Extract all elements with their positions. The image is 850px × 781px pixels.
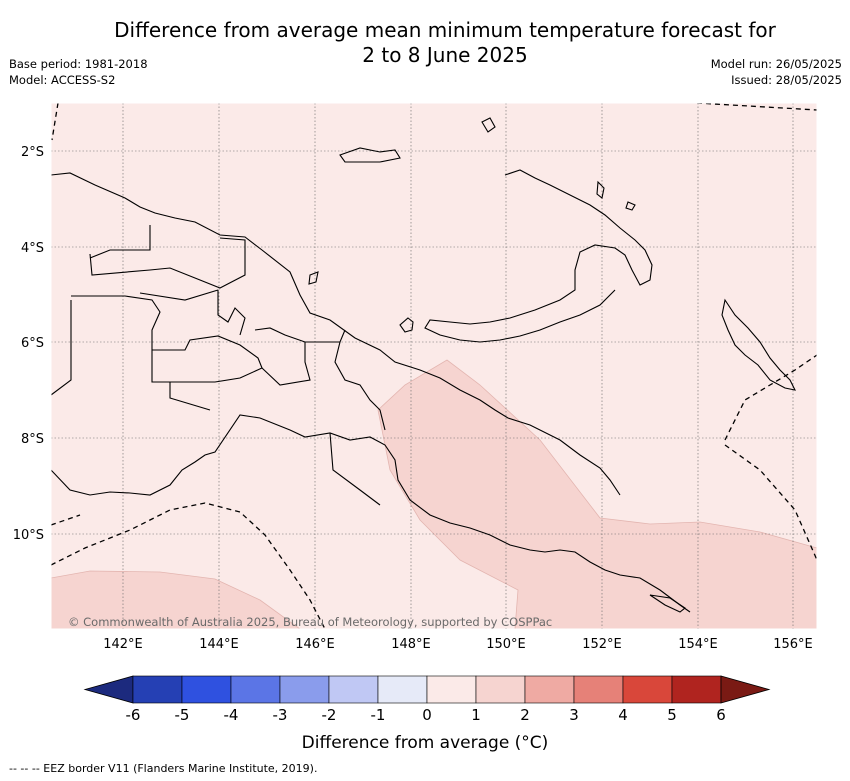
lon-label: 154°E [678,637,718,652]
lon-label: 146°E [295,637,335,652]
colorbar-tick-label: -1 [371,706,386,724]
colorbar-extend-high [720,675,771,704]
model-run: Model run: 26/05/2025 [710,57,842,71]
gridlines [51,103,817,629]
colorbar-swatch [622,675,673,704]
colorbar-tick-label: 2 [520,706,530,724]
issued-date: Issued: 28/05/2025 [731,73,842,87]
colorbar-tick-label: 4 [618,706,628,724]
colorbar-tick-label: 3 [569,706,579,724]
lat-label: 6°S [21,336,44,351]
colorbar-swatch [328,675,379,704]
colorbar-extend-low [83,675,134,704]
eez-borders [51,103,817,629]
lon-label: 148°E [391,637,431,652]
colorbar: -6 -5 -4 -3 -2 -1 0 1 2 3 4 5 6 [83,675,771,724]
lat-label: 8°S [21,432,44,447]
colorbar-swatch [671,675,722,704]
lat-axis-labels: 2°S 4°S 6°S 8°S 10°S [13,145,44,543]
footnote: -- -- -- EEZ border V11 (Flanders Marine… [9,762,318,775]
colorbar-swatch [230,675,281,704]
lon-label: 152°E [582,637,622,652]
anomaly-region-east [377,359,817,629]
provincial-borders [51,225,386,506]
lon-axis-labels: 142°E 144°E 146°E 148°E 150°E 152°E 154°… [103,637,813,652]
colorbar-title: Difference from average (°C) [301,733,549,753]
colorbar-swatch [181,675,232,704]
colorbar-tick-label: 1 [471,706,481,724]
lon-label: 156°E [773,637,813,652]
anomaly-region-southwest [51,570,301,629]
map-panel [50,102,818,630]
colorbar-swatch [377,675,428,704]
colorbar-tick-label: -6 [126,706,141,724]
colorbar-tick-label: -2 [322,706,337,724]
lon-label: 144°E [199,637,239,652]
colorbar-tick-label: 6 [716,706,726,724]
copyright-text: © Commonwealth of Australia 2025, Bureau… [68,615,552,629]
lat-label: 2°S [21,145,44,160]
title-line-2: 2 to 8 June 2025 [362,43,528,67]
lat-label: 4°S [21,241,44,256]
colorbar-swatch [279,675,330,704]
title-line-1: Difference from average mean minimum tem… [114,18,776,42]
colorbar-swatch [475,675,526,704]
colorbar-swatch [524,675,575,704]
lat-label: 10°S [13,528,44,543]
base-period: Base period: 1981-2018 [9,57,148,71]
lon-label: 150°E [486,637,526,652]
colorbar-swatch [132,675,183,704]
model-name: Model: ACCESS-S2 [9,73,116,87]
chart-title: Difference from average mean minimum tem… [80,18,810,68]
colorbar-tick-label: -5 [175,706,190,724]
colorbar-tick-label: 5 [667,706,677,724]
colorbar-swatch [573,675,624,704]
colorbar-swatch [426,675,477,704]
colorbar-tick-label: -3 [273,706,288,724]
map-frame [50,102,818,630]
lon-label: 142°E [103,637,143,652]
meta-right: Model run: 26/05/2025 Issued: 28/05/2025 [711,56,842,88]
colorbar-tick-label: 0 [422,706,432,724]
colorbar-tick-label: -4 [224,706,239,724]
coastline [51,117,796,613]
meta-left: Base period: 1981-2018 Model: ACCESS-S2 [9,56,148,88]
